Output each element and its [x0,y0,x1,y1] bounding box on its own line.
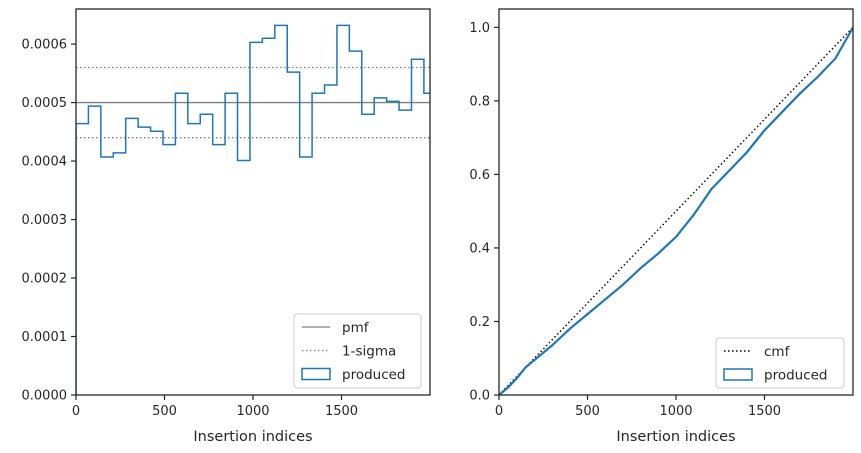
x-tick-label: 1000 [659,404,692,419]
x-tick-label: 500 [575,404,600,419]
y-tick-label: 0.0000 [22,389,68,404]
y-tick-label: 0.0006 [22,38,68,53]
legend-box [293,313,422,389]
pmf-panel: 0 500 1000 1500 0.0000 0.0001 0.0002 0.0003 0.00… [22,8,431,445]
y-tick-label: 0.2 [469,315,490,330]
produced-histogram [76,24,430,395]
x-tick-label: 1500 [325,404,358,419]
y-tick-label: 0.0003 [22,213,68,228]
y-tick-label: 0.0 [469,389,490,404]
x-tick-label: 0 [72,404,80,419]
cmf-panel: 0 500 1000 1500 0.0 0.2 0.4 0.6 0.8 1.0 Insertion … [469,8,854,445]
y-tick-label: 0.0002 [22,272,68,287]
x-tick-label: 1000 [236,404,269,419]
legend-label: cmf [764,344,791,360]
x-tick-label: 500 [152,404,177,419]
x-tick-label: 1500 [748,404,781,419]
produced-cumulative-line [499,26,853,395]
y-tick-label: 0.4 [469,241,490,256]
y-tick-label: 0.0004 [22,155,68,170]
plot-area [499,26,853,395]
legend-label: produced [342,367,406,383]
y-tick-label: 0.0001 [22,330,68,345]
x-axis-label: Insertion indices [616,429,735,445]
x-tick-label: 0 [495,404,503,419]
x-axis-label: Insertion indices [193,429,312,445]
axes-frame [498,8,854,396]
y-tick-label: 1.0 [469,21,490,36]
y-tick-label: 0.6 [469,168,490,183]
legend-label: 1-sigma [342,344,396,360]
plot-area [76,24,430,395]
y-tick-label: 0.0005 [22,96,68,111]
legend-handle-produced [301,367,331,381]
legend-label: pmf [342,320,370,336]
y-tick-label: 0.8 [469,94,490,109]
legend-label: produced [764,368,828,384]
legend: cmf produced [715,337,845,389]
legend: pmf 1-sigma produced [293,313,422,389]
cmf-line [499,26,853,395]
legend-handle-produced [723,368,753,381]
